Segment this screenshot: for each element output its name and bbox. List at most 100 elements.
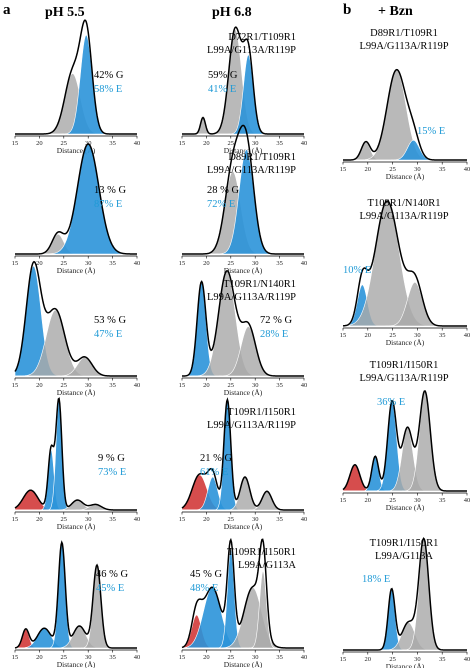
construct-label-line: T109R1/I150R1 bbox=[370, 538, 439, 549]
fit-envelope-line bbox=[343, 68, 467, 161]
figure-headers: a b pH 5.5 pH 6.8 + Bzn bbox=[3, 2, 413, 20]
x-tick-label: 30 bbox=[252, 140, 259, 147]
plot-a5l: 15 20 25 30 35 40 Distance (Å) 46 % G 45% E bbox=[12, 540, 140, 668]
plot-a3r: 15 20 25 30 35 40 Distance (Å) T109R1/N140R1 L99… bbox=[179, 270, 308, 397]
x-tick-label: 30 bbox=[414, 166, 421, 173]
x-tick-label: 30 bbox=[414, 497, 421, 504]
x-tick-label: 15 bbox=[179, 516, 186, 523]
construct-label-line: L99A/G113A/R119P bbox=[359, 373, 448, 384]
percent-e-label: 87% E bbox=[94, 199, 122, 210]
x-tick-label: 20 bbox=[36, 140, 43, 147]
percent-e-label: 58% E bbox=[94, 84, 122, 95]
x-axis-label: Distance (Å) bbox=[57, 388, 96, 397]
x-tick-label: 20 bbox=[203, 260, 210, 267]
x-axis-label: Distance (Å) bbox=[386, 503, 425, 512]
x-tick-label: 35 bbox=[109, 382, 116, 389]
fit-envelope-line bbox=[181, 397, 304, 511]
x-tick-label: 25 bbox=[61, 654, 68, 661]
x-tick-label: 40 bbox=[134, 140, 141, 147]
percent-e-label: 61% E bbox=[200, 467, 228, 478]
x-axis-label: Distance (Å) bbox=[57, 146, 96, 155]
x-tick-label: 15 bbox=[340, 332, 347, 339]
x-tick-label: 30 bbox=[414, 332, 421, 339]
percent-e-label: 18% E bbox=[362, 574, 390, 585]
percent-e-label: 48% E bbox=[190, 583, 218, 594]
x-axis-label: Distance (Å) bbox=[57, 266, 96, 275]
x-tick-label: 30 bbox=[252, 516, 259, 523]
x-tick-label: 20 bbox=[203, 654, 210, 661]
x-tick-label: 30 bbox=[414, 656, 421, 663]
x-tick-label: 20 bbox=[203, 516, 210, 523]
x-tick-label: 25 bbox=[61, 382, 68, 389]
x-tick-label: 20 bbox=[365, 497, 372, 504]
construct-label-line: D72R1/T109R1 bbox=[228, 32, 296, 43]
x-tick-label: 25 bbox=[389, 332, 396, 339]
x-tick-label: 15 bbox=[340, 656, 347, 663]
construct-label-line: L99A/G113A/R119P bbox=[207, 45, 296, 56]
plot-a4r: 15 20 25 30 35 40 Distance (Å) T109R1/I150R1 L99… bbox=[179, 397, 307, 531]
fit-envelope-line bbox=[15, 19, 137, 135]
percent-g-label: 46 % G bbox=[96, 569, 128, 580]
x-tick-label: 15 bbox=[340, 166, 347, 173]
plot-b3: 15 20 25 30 35 40 Distance (Å) T109R1/I150R1 L99… bbox=[340, 360, 471, 512]
x-tick-label: 20 bbox=[365, 332, 372, 339]
construct-label-line: T109R1/N140R1 bbox=[368, 198, 441, 209]
plot-b2: 15 20 25 30 35 40 Distance (Å) T109R1/N140R1 L99… bbox=[340, 198, 471, 347]
x-axis-label: Distance (Å) bbox=[386, 172, 425, 181]
x-tick-label: 40 bbox=[301, 260, 308, 267]
x-tick-label: 15 bbox=[179, 260, 186, 267]
x-tick-label: 15 bbox=[12, 260, 19, 267]
x-tick-label: 15 bbox=[12, 140, 19, 147]
x-tick-label: 40 bbox=[134, 260, 141, 267]
fit-envelope-line bbox=[182, 26, 304, 135]
x-tick-label: 25 bbox=[228, 260, 235, 267]
x-tick-label: 35 bbox=[109, 140, 116, 147]
x-tick-label: 15 bbox=[12, 654, 19, 661]
distance-distribution-plots: 15 20 25 30 35 40 Distance (Å) 42% G 58% E 15 20 25… bbox=[12, 19, 471, 668]
fit-envelope-line bbox=[182, 124, 304, 255]
construct-label-line: D89R1/T109R1 bbox=[228, 152, 296, 163]
x-tick-label: 35 bbox=[109, 654, 116, 661]
percent-g-label: 28 % G bbox=[207, 185, 239, 196]
fit-envelope-line bbox=[15, 143, 137, 255]
x-axis-label: Distance (Å) bbox=[224, 660, 263, 668]
x-tick-label: 20 bbox=[203, 140, 210, 147]
percent-e-label: 15% E bbox=[417, 126, 445, 137]
x-tick-label: 25 bbox=[228, 140, 235, 147]
panel-letter-a: a bbox=[3, 2, 11, 18]
percent-g-label: 72 % G bbox=[260, 315, 292, 326]
x-tick-label: 15 bbox=[179, 140, 186, 147]
x-tick-label: 40 bbox=[134, 516, 141, 523]
percent-g-label: 9 % G bbox=[98, 453, 125, 464]
fit-envelope-line bbox=[343, 537, 467, 651]
x-axis-label: Distance (Å) bbox=[224, 266, 263, 275]
x-tick-label: 40 bbox=[464, 332, 471, 339]
x-axis-label: Distance (Å) bbox=[224, 522, 263, 531]
x-axis-label: Distance (Å) bbox=[57, 660, 96, 668]
x-tick-label: 20 bbox=[36, 516, 43, 523]
plot-a3l: 15 20 25 30 35 40 Distance (Å) 53 % G 47% E bbox=[12, 260, 140, 397]
header-bzn: + Bzn bbox=[378, 4, 413, 19]
x-tick-label: 35 bbox=[439, 497, 446, 504]
x-tick-label: 20 bbox=[365, 166, 372, 173]
x-axis-label: Distance (Å) bbox=[386, 662, 425, 668]
x-tick-label: 15 bbox=[179, 654, 186, 661]
plot-a5r: 15 20 25 30 35 40 Distance (Å) T109R1/I150R1 L99… bbox=[179, 537, 308, 668]
x-tick-label: 30 bbox=[85, 260, 92, 267]
percent-e-label: 73% E bbox=[98, 467, 126, 478]
x-tick-label: 35 bbox=[109, 516, 116, 523]
x-tick-label: 30 bbox=[252, 382, 259, 389]
percent-e-label: 72% E bbox=[207, 199, 235, 210]
x-tick-label: 15 bbox=[340, 497, 347, 504]
x-tick-label: 25 bbox=[228, 516, 235, 523]
percent-g-label: 13 % G bbox=[94, 185, 126, 196]
x-tick-label: 25 bbox=[61, 516, 68, 523]
x-tick-label: 20 bbox=[36, 260, 43, 267]
x-tick-label: 40 bbox=[301, 382, 308, 389]
x-tick-label: 40 bbox=[464, 166, 471, 173]
x-tick-label: 40 bbox=[301, 654, 308, 661]
fit-envelope-line bbox=[181, 270, 304, 377]
x-tick-label: 40 bbox=[301, 140, 308, 147]
percent-e-label: 36% E bbox=[377, 397, 405, 408]
